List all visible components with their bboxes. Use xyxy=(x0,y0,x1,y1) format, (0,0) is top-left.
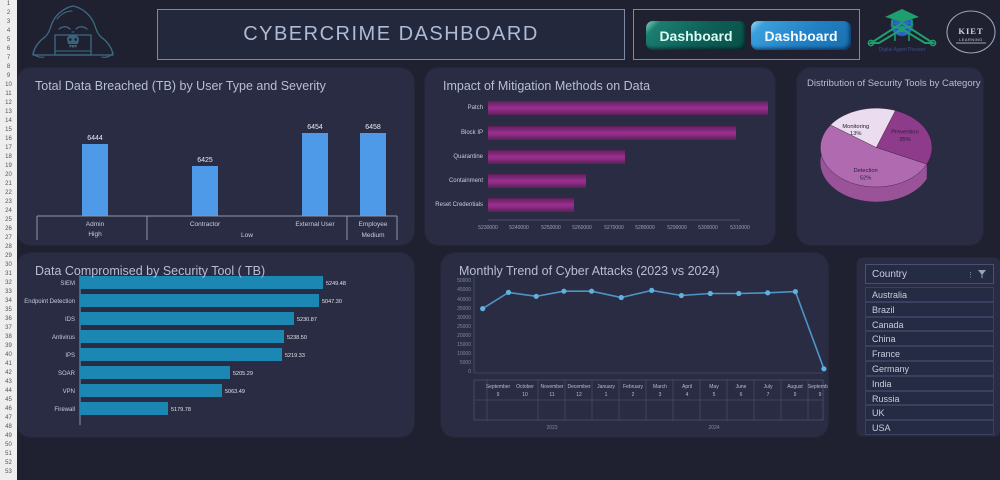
svg-text:11: 11 xyxy=(549,392,554,398)
svg-text:5230000: 5230000 xyxy=(478,225,498,231)
svg-text:Monitoring: Monitoring xyxy=(842,124,869,130)
svg-text:50000: 50000 xyxy=(457,278,471,284)
svg-text:1: 1 xyxy=(605,392,608,398)
svg-text:October: October xyxy=(516,384,534,390)
svg-text:9: 9 xyxy=(819,392,822,398)
svg-text:Containment: Containment xyxy=(449,178,483,184)
svg-text:⋮: ⋮ xyxy=(967,272,974,279)
svg-text:5205.29: 5205.29 xyxy=(233,371,253,377)
svg-text:20000: 20000 xyxy=(457,333,471,339)
svg-text:5063.49: 5063.49 xyxy=(225,389,245,395)
svg-text:Endpoint Detection: Endpoint Detection xyxy=(24,299,75,305)
svg-text:Low: Low xyxy=(241,232,253,239)
svg-text:30000: 30000 xyxy=(457,315,471,321)
svg-text:November: November xyxy=(540,384,563,390)
svg-text:Detection: Detection xyxy=(853,168,877,174)
svg-text:August: August xyxy=(787,384,803,390)
svg-text:High: High xyxy=(88,231,102,238)
svg-text:6454: 6454 xyxy=(307,124,323,131)
svg-text:SIEM: SIEM xyxy=(60,281,75,287)
svg-text:5250000: 5250000 xyxy=(541,225,561,231)
svg-text:52%: 52% xyxy=(860,175,871,181)
svg-text:2023: 2023 xyxy=(546,425,557,431)
svg-text:5249.48: 5249.48 xyxy=(326,281,346,287)
svg-text:5310000: 5310000 xyxy=(730,225,750,231)
svg-text:6444: 6444 xyxy=(87,135,103,142)
svg-text:Patch: Patch xyxy=(468,105,483,111)
svg-text:Digital Agent Pioneer: Digital Agent Pioneer xyxy=(879,47,926,53)
svg-text:April: April xyxy=(682,384,692,390)
svg-text:SOAR: SOAR xyxy=(58,371,76,377)
svg-text:3: 3 xyxy=(659,392,662,398)
svg-text:March: March xyxy=(653,384,667,390)
svg-text:Medium: Medium xyxy=(361,232,384,239)
svg-text:5300000: 5300000 xyxy=(698,225,718,231)
svg-text:LEARNING: LEARNING xyxy=(959,38,982,42)
svg-text:45000: 45000 xyxy=(457,287,471,293)
svg-text:35%: 35% xyxy=(899,137,910,143)
svg-text:7: 7 xyxy=(767,392,770,398)
svg-text:6425: 6425 xyxy=(197,157,213,164)
svg-text:Firewall: Firewall xyxy=(54,407,75,413)
svg-text:6458: 6458 xyxy=(365,124,381,131)
svg-text:13%: 13% xyxy=(850,131,861,137)
svg-text:February: February xyxy=(623,384,644,390)
svg-text:IPS: IPS xyxy=(65,353,75,359)
svg-text:Antivirus: Antivirus xyxy=(52,335,75,341)
svg-text:KIET: KIET xyxy=(958,26,983,36)
svg-text:5230.87: 5230.87 xyxy=(297,317,317,323)
svg-text:5: 5 xyxy=(713,392,716,398)
svg-text:4: 4 xyxy=(686,392,689,398)
svg-text:5238.50: 5238.50 xyxy=(287,335,307,341)
svg-text:Reset Credentials: Reset Credentials xyxy=(435,202,483,208)
svg-text:6: 6 xyxy=(740,392,743,398)
svg-text:0: 0 xyxy=(468,369,471,375)
svg-text:2024: 2024 xyxy=(708,425,719,431)
svg-text:IDS: IDS xyxy=(65,317,75,323)
svg-text:September: September xyxy=(808,384,828,390)
svg-text:Admin: Admin xyxy=(86,221,105,228)
svg-text:15000: 15000 xyxy=(457,342,471,348)
svg-text:External User: External User xyxy=(295,221,335,228)
svg-text:35000: 35000 xyxy=(457,306,471,312)
svg-text:5000: 5000 xyxy=(460,360,471,366)
svg-text:May: May xyxy=(709,384,719,390)
svg-text:9: 9 xyxy=(497,392,500,398)
svg-text:VPN: VPN xyxy=(63,389,75,395)
svg-text:5290000: 5290000 xyxy=(667,225,687,231)
svg-text:5219.33: 5219.33 xyxy=(285,353,305,359)
svg-text:9: 9 xyxy=(794,392,797,398)
svg-text:10000: 10000 xyxy=(457,351,471,357)
svg-text:Quarantine: Quarantine xyxy=(453,154,483,160)
svg-text:12: 12 xyxy=(576,392,582,398)
svg-text:5260000: 5260000 xyxy=(572,225,592,231)
svg-text:June: June xyxy=(736,384,747,390)
svg-text:Prevention: Prevention xyxy=(891,130,918,136)
svg-text:Block IP: Block IP xyxy=(461,130,483,136)
svg-text:5270000: 5270000 xyxy=(604,225,624,231)
svg-text:September: September xyxy=(486,384,511,390)
svg-text:5280000: 5280000 xyxy=(635,225,655,231)
svg-text:December: December xyxy=(567,384,590,390)
svg-text:10: 10 xyxy=(522,392,528,398)
svg-text:5047.30: 5047.30 xyxy=(322,299,342,305)
svg-text:2: 2 xyxy=(632,392,635,398)
svg-text:Contractor: Contractor xyxy=(190,221,221,228)
svg-text:25000: 25000 xyxy=(457,324,471,330)
svg-text:July: July xyxy=(764,384,773,390)
svg-text:Employee: Employee xyxy=(359,221,388,228)
svg-text:40000: 40000 xyxy=(457,297,471,303)
svg-text:5179.78: 5179.78 xyxy=(171,407,191,413)
svg-text:5240000: 5240000 xyxy=(509,225,529,231)
svg-text:January: January xyxy=(597,384,615,390)
